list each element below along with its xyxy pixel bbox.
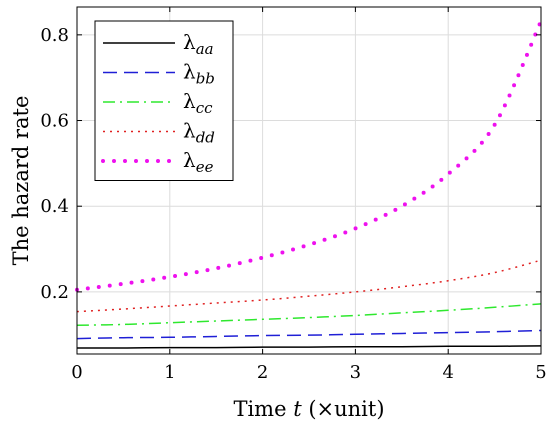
legend-symbol: λ [183, 89, 196, 113]
series-line-bb [76, 329, 542, 340]
legend-symbol: λ [183, 148, 196, 172]
legend-label-cc: λcc [183, 89, 213, 117]
y-tick-label: 0.6 [40, 111, 69, 132]
legend-label-aa: λaa [183, 30, 214, 58]
x-tick-label: 1 [164, 362, 175, 383]
legend-symbol: λ [183, 60, 196, 84]
series-line-cc [76, 303, 542, 327]
y-axis-label: The hazard rate [9, 96, 33, 266]
legend-subscript: dd [196, 129, 215, 147]
x-tick-label: 4 [442, 362, 453, 383]
x-tick-label: 0 [71, 362, 82, 383]
x-axis-label: Time t (×unit) [233, 397, 384, 421]
series-line-ee [75, 19, 543, 292]
legend-label-bb: λbb [183, 60, 215, 88]
legend-label-dd: λdd [183, 119, 215, 147]
x-tick-label: 3 [350, 362, 361, 383]
legend-symbol: λ [183, 119, 196, 143]
legend-subscript: aa [196, 40, 214, 58]
x-tick-label: 2 [257, 362, 268, 383]
series-group [75, 19, 543, 349]
tick-labels: 0 1 2 3 4 5 0.2 0.4 0.6 0.8 [40, 25, 546, 383]
series-line-dd [76, 259, 542, 313]
axes-frame [76, 6, 542, 355]
x-tick-label: 5 [535, 362, 546, 383]
legend-subscript: ee [196, 158, 214, 176]
legend-box [94, 20, 234, 181]
x-axis-label-post: (×unit) [302, 397, 385, 421]
legend-subscript: cc [196, 99, 213, 117]
legend-label-ee: λee [183, 148, 214, 176]
y-tick-label: 0.4 [40, 196, 69, 217]
y-tick-label: 0.2 [40, 282, 69, 303]
y-tick-label: 0.8 [40, 25, 69, 46]
x-axis-label-var: t [293, 397, 302, 421]
tick-marks [76, 7, 542, 354]
legend-subscript: bb [196, 70, 215, 88]
x-axis-label-pre: Time [233, 397, 293, 421]
series-line-aa [76, 345, 542, 349]
legend-symbol: λ [183, 30, 196, 54]
